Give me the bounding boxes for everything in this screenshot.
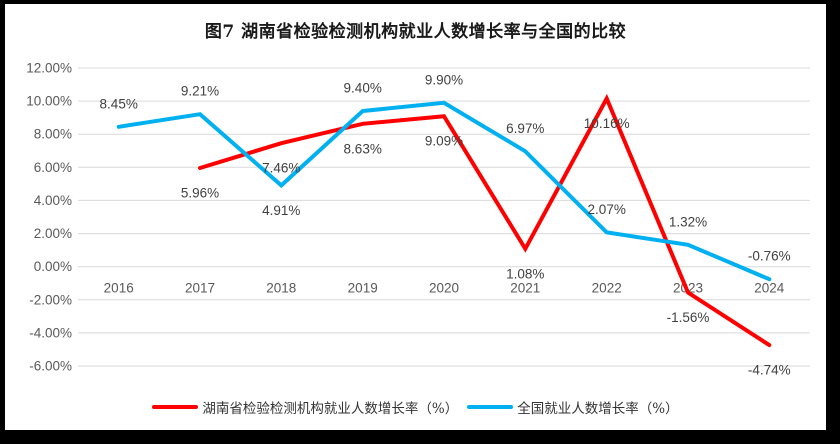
x-axis-tick-label: 2020 xyxy=(429,281,459,296)
x-axis-tick-label: 2019 xyxy=(348,281,378,296)
data-label: 9.40% xyxy=(344,81,382,96)
y-axis-tick-label: 0.00% xyxy=(34,259,72,274)
chart-legend: 湖南省检验检测机构就业人数增长率（%） 全国就业人数增长率（%） xyxy=(5,397,826,417)
data-label: -4.74% xyxy=(748,363,791,378)
legend-label-national: 全国就业人数增长率（%） xyxy=(517,401,679,417)
x-axis-tick-label: 2017 xyxy=(185,281,215,296)
legend-swatch-hunan-line xyxy=(152,405,199,409)
y-axis-tick-label: 6.00% xyxy=(34,160,72,175)
x-axis-tick-label: 2022 xyxy=(592,281,622,296)
data-label: 7.46% xyxy=(262,161,300,176)
x-axis-tick-label: 2021 xyxy=(510,281,540,296)
data-label: 1.32% xyxy=(669,214,707,229)
y-axis-tick-label: 12.00% xyxy=(26,61,72,76)
data-label: 9.21% xyxy=(181,84,219,99)
y-axis-tick-label: 4.00% xyxy=(34,193,72,208)
y-axis-tick-label: 8.00% xyxy=(34,127,72,142)
y-axis-tick-label: -4.00% xyxy=(29,325,72,340)
legend-swatch-national-line xyxy=(467,405,514,409)
legend-label-hunan: 湖南省检验检测机构就业人数增长率（%） xyxy=(202,401,459,417)
series-line-hunan xyxy=(198,93,772,348)
y-axis-tick-label: 2.00% xyxy=(34,226,72,241)
y-axis-tick-label: -2.00% xyxy=(29,292,72,307)
data-label: 6.97% xyxy=(506,121,544,136)
y-axis-tick-label: 10.00% xyxy=(26,94,72,109)
data-label: 8.63% xyxy=(344,141,382,156)
data-label: 4.91% xyxy=(262,203,300,218)
data-label: 8.45% xyxy=(100,96,138,111)
x-axis-tick-label: 2018 xyxy=(266,281,296,296)
data-label: 9.09% xyxy=(425,134,463,149)
data-label: 5.96% xyxy=(181,186,219,201)
data-label: -1.56% xyxy=(667,310,710,325)
chart-panel: 12.00% 10.00% 8.00% 6.00% 4.00% 2.00% 0.00% -2.… xyxy=(5,4,826,430)
series-line-national xyxy=(116,100,772,282)
data-label: -0.76% xyxy=(748,249,791,264)
chart-title: 图7 湖南省检验检测机构就业人数增长率与全国的比较 xyxy=(204,22,627,42)
data-label: 9.90% xyxy=(425,72,463,87)
line-chart-plot: 12.00% 10.00% 8.00% 6.00% 4.00% 2.00% 0.00% -2.… xyxy=(26,61,810,378)
x-axis-tick-label: 2016 xyxy=(104,281,134,296)
x-axis-tick-label: 2024 xyxy=(754,281,785,296)
data-label: 10.16% xyxy=(584,116,630,131)
data-label: 1.08% xyxy=(506,266,544,281)
y-axis-tick-label: -6.00% xyxy=(29,359,72,374)
data-label: 2.07% xyxy=(588,202,626,217)
